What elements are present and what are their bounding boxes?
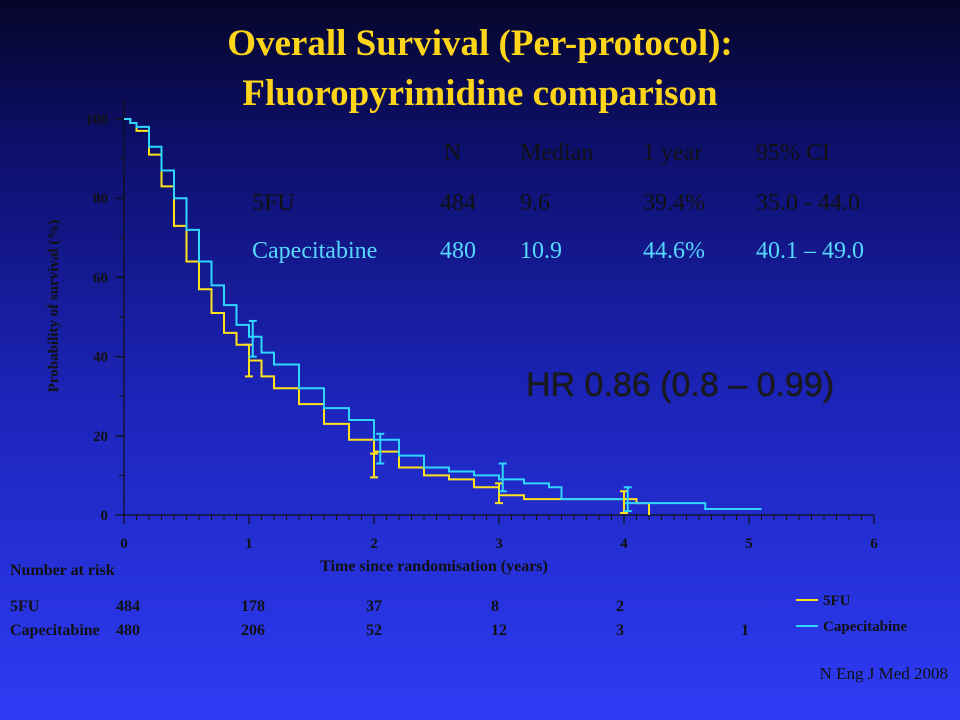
x-tick-label: 5 [745,536,753,552]
legend-label: 5FU [823,593,851,609]
x-tick-label: 4 [620,536,628,552]
risk-value: 480 [116,622,140,639]
y-tick-label: 40 [93,350,108,366]
legend-label: Capecitabine [823,619,908,635]
y-tick-label: 60 [93,270,108,286]
y-axis-label: Probability of survival (%) [46,220,62,393]
x-tick-label: 3 [495,536,503,552]
stats-row-5fu-1year: 39.4% [643,190,705,216]
x-tick-label: 2 [370,536,378,552]
stats-row-5fu-ci: 35.0 - 44.0 [756,190,860,216]
x-axis-label: Time since randomisation (years) [320,558,548,575]
stats-header-n: N [444,140,462,166]
risk-value: 52 [366,622,382,639]
survival-curve-capecitabine [124,118,762,511]
risk-value: 12 [491,622,507,639]
stats-row-cape-n: 480 [440,238,476,264]
risk-value: 2 [616,598,624,615]
risk-value: 1 [741,622,749,639]
hazard-ratio: HR 0.86 (0.8 – 0.99) [526,366,835,404]
x-tick-label: 0 [120,536,128,552]
y-tick-label: 20 [93,429,108,445]
risk-value: 484 [116,598,140,615]
stats-row-5fu-median: 9.6 [520,190,550,216]
stats-row-5fu-label: 5FU [252,190,295,216]
x-tick-label: 6 [870,536,878,552]
stats-row-cape-1year: 44.6% [643,238,705,264]
risk-value: 37 [366,598,382,615]
stats-row-5fu-n: 484 [440,190,476,216]
risk-value: 206 [241,622,265,639]
y-tick-label: 0 [101,508,109,524]
risk-label-capecitabine: Capecitabine [10,622,100,639]
stats-row-cape-median: 10.9 [520,238,562,264]
survival-curve-5fu [124,118,650,515]
risk-value: 178 [241,598,265,615]
risk-value: 3 [616,622,624,639]
risk-value: 8 [491,598,499,615]
chart-title-line-1: Overall Survival (Per-protocol): [227,23,733,64]
stats-header-ci: 95% CI [756,140,830,166]
stats-row-cape-ci: 40.1 – 49.0 [756,238,864,264]
risk-label-5fu: 5FU [10,598,40,615]
x-tick-label: 1 [245,536,253,552]
y-tick-label: 100 [86,112,109,128]
chart-title-line-2: Fluoropyrimidine comparison [242,73,718,114]
stats-header-median: Median [520,140,594,166]
reference-citation: N Eng J Med 2008 [819,664,948,683]
risk-table-title: Number at risk [10,562,115,579]
y-tick-label: 80 [93,191,108,207]
stats-row-cape-label: Capecitabine [252,238,378,264]
stats-header-1year: 1 year [643,140,703,166]
